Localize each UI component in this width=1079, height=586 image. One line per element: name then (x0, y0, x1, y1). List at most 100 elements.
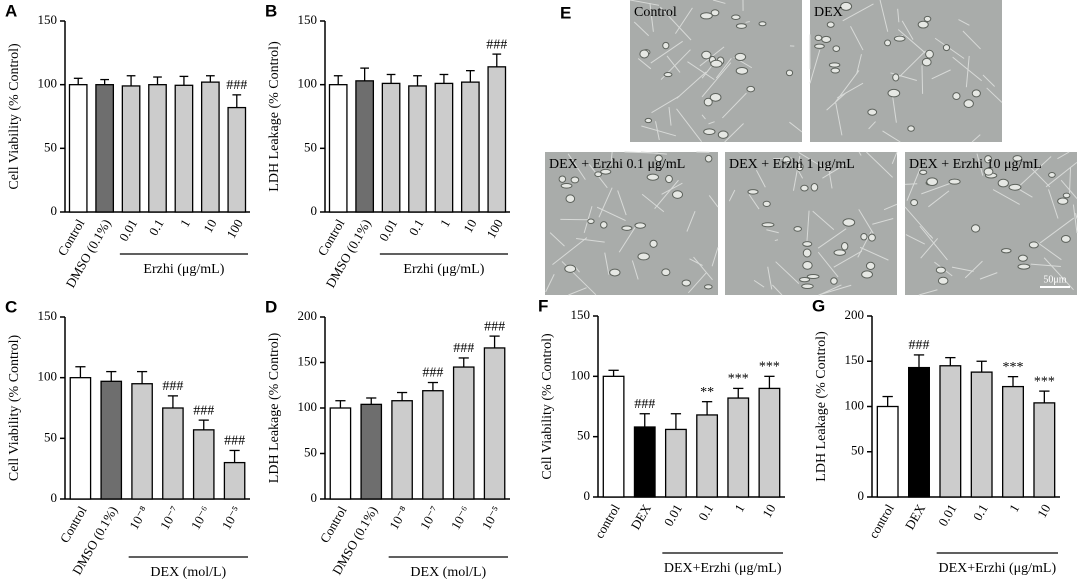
neurite (906, 166, 922, 201)
y-tick-label: 150 (845, 352, 865, 367)
group-label: DEX (mol/L) (410, 565, 486, 580)
neurite (1039, 217, 1075, 244)
cell-body (1060, 234, 1071, 243)
cell-body (801, 283, 814, 290)
bar (460, 81, 480, 213)
x-tick-label: 10 (200, 216, 219, 235)
significance-label: *** (728, 372, 749, 387)
cell-body (746, 85, 756, 93)
cell-body (594, 171, 603, 178)
neurite (610, 151, 613, 165)
cell-body (703, 128, 716, 136)
y-tick-label: 50 (577, 428, 590, 443)
cell-body (558, 175, 567, 183)
neurite (809, 49, 821, 84)
scale-bar-label: 50μm (1043, 274, 1066, 285)
cell-body (644, 117, 653, 124)
bar (487, 66, 507, 213)
neurite (1072, 204, 1078, 234)
cell-body (806, 274, 820, 280)
neurite (806, 210, 810, 242)
cell-body (1048, 172, 1056, 178)
x-tick-label: 0.01 (376, 216, 400, 243)
neurite (817, 251, 839, 278)
neurite (1030, 263, 1061, 268)
neurite (858, 209, 874, 234)
bar (174, 84, 194, 213)
cell-body (795, 162, 804, 172)
micrograph-label: Control (634, 5, 677, 20)
cell-body (868, 233, 876, 242)
neurite (654, 179, 679, 210)
cell-body (830, 67, 841, 74)
cell-body (919, 169, 928, 175)
y-tick-label: 0 (311, 490, 318, 505)
bar (633, 426, 656, 498)
y-tick-label: 50 (44, 139, 57, 154)
neurite (891, 151, 898, 165)
x-tick-label: DEX (902, 501, 929, 532)
cell-body (734, 52, 747, 61)
neurite (920, 238, 939, 259)
significance-label: ### (453, 341, 474, 356)
neurite (650, 40, 683, 64)
cell-body (948, 178, 961, 185)
x-tick-label: 10⁻⁶ (448, 503, 473, 532)
panel-letter: G (812, 296, 825, 315)
neurite (712, 0, 726, 4)
neurite (928, 190, 950, 208)
neurite (631, 260, 639, 280)
y-tick-label: 0 (51, 490, 58, 505)
bar (664, 428, 687, 498)
cell-body (830, 277, 838, 285)
cell-body (910, 198, 919, 207)
panel-letter: F (538, 296, 548, 315)
x-tick-label: 10 (759, 501, 778, 520)
neurite (792, 155, 801, 191)
micrograph: DEX + Erzhi 0.1 μg/mL (545, 151, 719, 296)
group-label: DEX+Erzhi (μg/mL) (939, 561, 1057, 576)
cell-body (861, 270, 873, 279)
cell-body (731, 14, 741, 20)
neurite (753, 279, 765, 288)
cell-body (942, 44, 951, 52)
cell-body (925, 49, 934, 59)
cell-body (703, 97, 713, 107)
micrograph: DEX + Erzhi 10 μg/mL (904, 151, 1078, 296)
y-tick-label: 100 (571, 367, 591, 382)
cell-body (1012, 155, 1023, 162)
significance-label: ### (634, 397, 655, 412)
y-tick-label: 100 (845, 397, 865, 412)
cell-body (600, 168, 612, 175)
x-tick-label: control (591, 501, 623, 541)
y-tick-label: 100 (38, 76, 58, 91)
cell-body (892, 73, 900, 82)
panel-letter: A (5, 1, 17, 20)
micrograph-label: DEX + Erzhi 0.1 μg/mL (549, 157, 685, 172)
cell-body (802, 261, 813, 270)
cell-body (639, 49, 650, 59)
neurite (1045, 161, 1078, 188)
bar (408, 85, 427, 213)
cell-body (637, 252, 650, 261)
cell-body (926, 177, 939, 187)
significance-label: *** (759, 360, 780, 375)
neurite (901, 20, 914, 40)
cell-body (937, 276, 949, 285)
significance-label: ### (226, 78, 247, 93)
neurite (675, 7, 693, 34)
cell-body (735, 66, 749, 75)
x-tick-label: 0.1 (695, 501, 716, 523)
neurite (549, 232, 565, 247)
y-tick-label: 200 (845, 307, 865, 322)
cell-body (971, 224, 981, 233)
y-tick-label: 100 (298, 399, 318, 414)
cell-body (814, 34, 823, 42)
x-tick-label: 0.1 (970, 501, 991, 523)
neurite (637, 58, 652, 70)
neurite (904, 183, 918, 185)
cell-body (762, 200, 771, 208)
neurite (868, 121, 876, 130)
neurite (693, 256, 713, 281)
cell-body (828, 62, 841, 68)
